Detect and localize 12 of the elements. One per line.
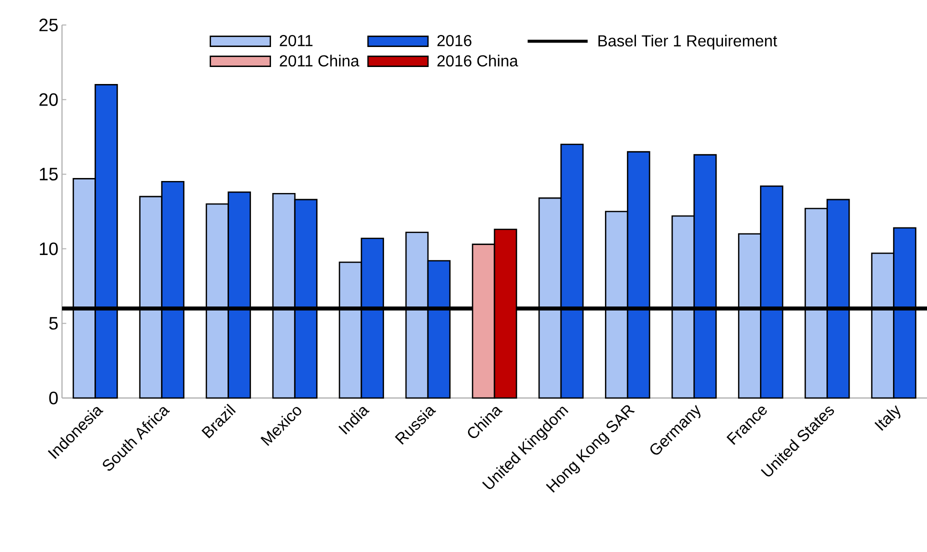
y-tick-label: 15 [40,168,58,180]
y-tick-label: 0 [49,392,58,404]
legend-label: Basel Tier 1 Requirement [598,34,778,50]
legend-label: 2011 China [280,54,360,67]
y-tick-label: 10 [40,242,58,256]
x-tick-label: Italy [874,405,900,431]
legend-label: 2016 China [437,54,518,67]
legend-label: 2011 [280,34,312,46]
y-tick-label: 5 [49,317,58,330]
legend-label: 2016 [437,34,472,46]
y-tick-label: 20 [39,93,58,106]
y-tick-label: 25 [39,18,58,32]
